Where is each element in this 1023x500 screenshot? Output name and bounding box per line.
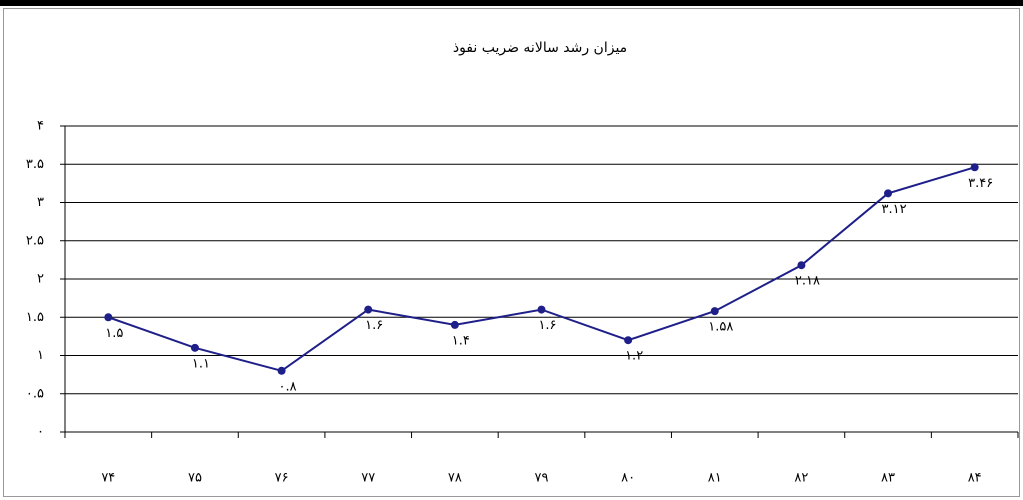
y-tick-label: ۳ — [37, 195, 44, 210]
point — [364, 305, 373, 314]
chart-title: میزان رشد سالانه ضریب نفوذ — [453, 40, 627, 56]
top-bar — [0, 0, 1023, 6]
point — [537, 305, 546, 314]
y-tick-label: ۰.۵ — [26, 386, 44, 401]
data-label: ۱.۲ — [625, 349, 643, 364]
y-tick-label: ۲ — [37, 272, 44, 287]
point — [710, 307, 719, 316]
point — [624, 336, 633, 345]
x-tick-label: ۷۷ — [361, 471, 375, 486]
data-label: ۱.۵۸ — [708, 320, 733, 335]
point — [797, 261, 806, 270]
x-tick-label: ۷۸ — [448, 471, 462, 486]
data-label: ۱.۵ — [105, 326, 123, 341]
point — [884, 189, 893, 198]
data-label: ۱.۶ — [365, 318, 383, 333]
data-label: ۱.۱ — [192, 356, 210, 371]
y-tick-label: ۳.۵ — [26, 157, 44, 172]
x-tick-label: ۸۴ — [968, 471, 982, 486]
x-tick-label: ۸۲ — [794, 471, 808, 486]
x-tick-label: ۸۱ — [708, 471, 722, 486]
point — [450, 320, 459, 329]
data-label: ۱.۴ — [452, 333, 470, 348]
y-tick-label: ۱.۵ — [26, 310, 44, 325]
point — [970, 163, 979, 172]
x-tick-label: ۷۹ — [535, 471, 549, 486]
x-tick-label: ۸۰ — [621, 471, 635, 486]
point — [190, 343, 199, 352]
point — [277, 366, 286, 375]
x-tick-label: ۷۶ — [275, 471, 289, 486]
x-tick-label: ۷۵ — [188, 471, 202, 486]
data-label: ۱.۶ — [538, 318, 556, 333]
data-label: ۰.۸ — [279, 379, 297, 394]
data-label: ۲.۱۸ — [795, 274, 820, 289]
chart-frame — [3, 8, 1020, 497]
y-tick-label: ۱ — [37, 348, 44, 363]
point — [104, 313, 113, 322]
data-label: ۳.۱۲ — [881, 202, 906, 217]
y-tick-label: ۲.۵ — [26, 233, 44, 248]
y-tick-label: ۴ — [37, 119, 44, 134]
x-tick-label: ۷۴ — [101, 471, 115, 486]
x-tick-label: ۸۳ — [881, 471, 895, 486]
y-tick-label: ۰ — [37, 425, 44, 440]
data-label: ۳.۴۶ — [968, 176, 993, 191]
